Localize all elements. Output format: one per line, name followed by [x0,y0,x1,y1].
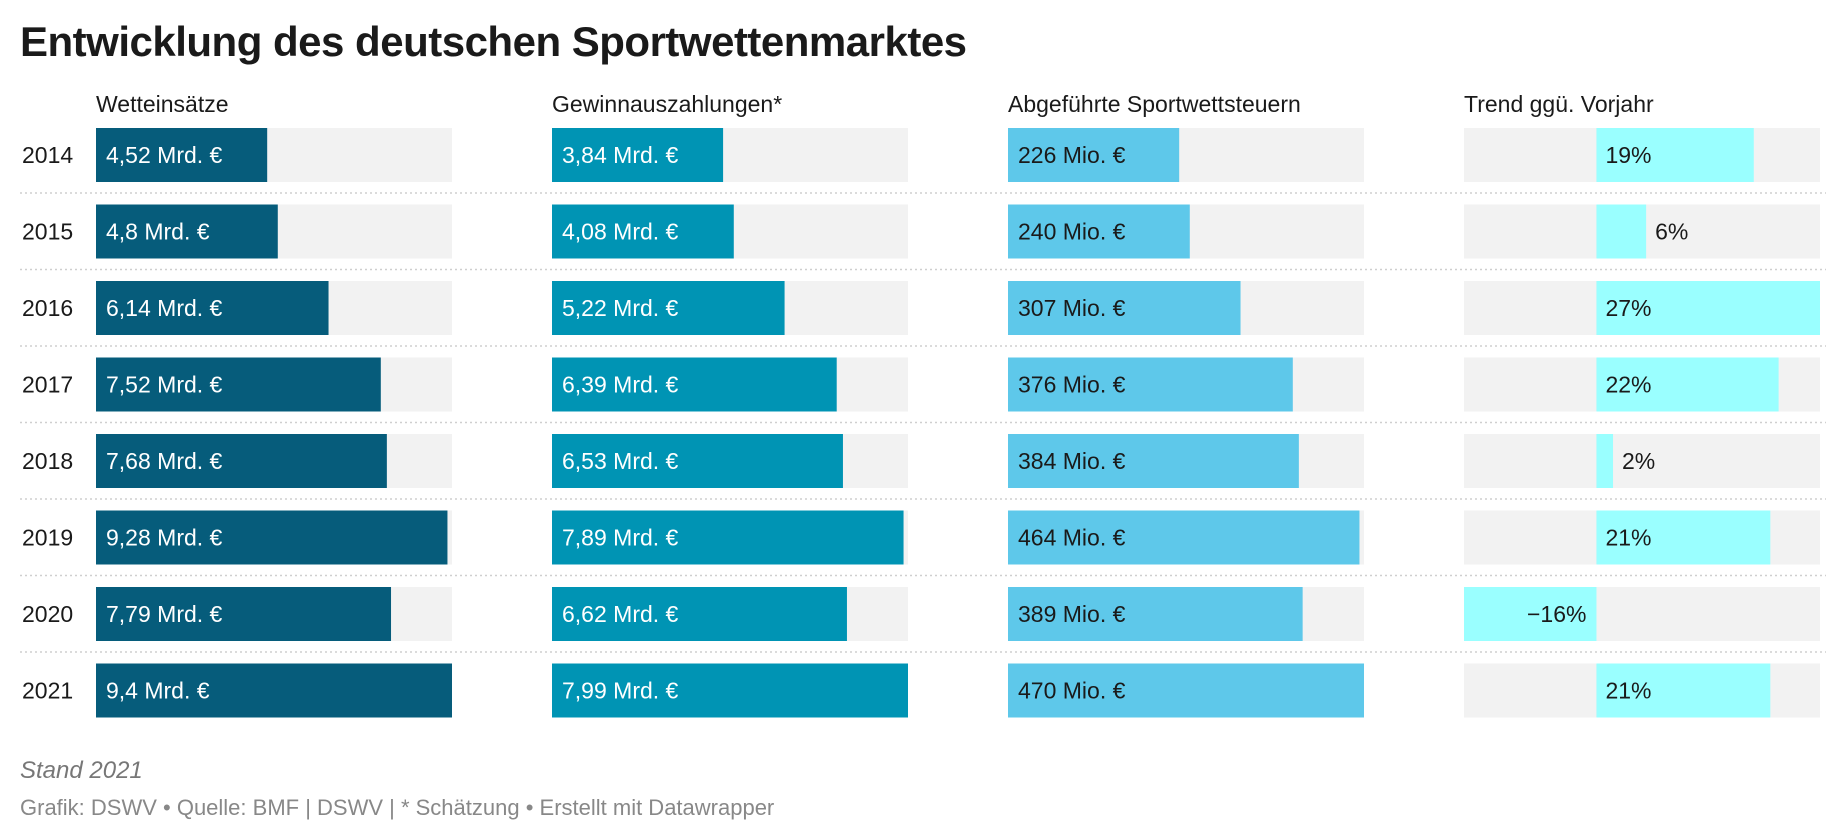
bar-trend [1596,434,1614,488]
year-label: 2020 [22,601,73,627]
bar-gewinnauszahlungen [552,357,837,412]
bar-gewinnauszahlungen [552,510,904,565]
year-label: 2021 [22,678,73,704]
bar-wetteinsaetze [96,587,392,641]
bar-value-label: 4,52 Mrd. € [106,142,223,168]
year-label: 2019 [22,525,73,551]
bar-value-label: 2% [1622,448,1655,474]
bar-steuern [1008,587,1303,641]
bar-value-label: 4,8 Mrd. € [106,219,210,245]
bar-value-label: 4,08 Mrd. € [562,219,679,245]
bar-wetteinsaetze [96,434,387,488]
bar-trend [1464,587,1597,641]
bar-trend [1596,128,1754,182]
bar-gewinnauszahlungen [552,587,847,641]
bar-value-label: 7,89 Mrd. € [562,525,679,551]
bar-steuern [1008,434,1299,488]
bar-steuern [1008,663,1364,718]
chart-title: Entwicklung des deutschen Sportwettenmar… [20,18,967,65]
bar-steuern [1008,204,1190,259]
bar-value-label: 9,28 Mrd. € [106,525,223,551]
column-header-steuern: Abgeführte Sportwettsteuern [1008,91,1301,117]
footer-source: Grafik: DSWV • Quelle: BMF | DSWV | * Sc… [20,795,775,820]
bar-value-label: 226 Mio. € [1018,142,1126,168]
bar-wetteinsaetze [96,128,268,182]
bar-trend [1596,281,1820,335]
bar-value-label: 6% [1655,219,1688,245]
bar-gewinnauszahlungen [552,204,734,259]
column-header-trend: Trend ggü. Vorjahr [1464,91,1654,117]
year-label: 2015 [22,219,73,245]
bar-steuern [1008,128,1180,182]
bar-trend [1596,204,1647,259]
year-label: 2014 [22,142,73,168]
year-label: 2016 [22,295,73,321]
bar-value-label: 7,99 Mrd. € [562,678,679,704]
bar-wetteinsaetze [96,510,448,565]
bar-value-label: 464 Mio. € [1018,525,1126,551]
bar-value-label: 27% [1605,295,1651,321]
bar-steuern [1008,281,1241,335]
bar-value-label: 6,14 Mrd. € [106,295,223,321]
bar-value-label: 19% [1605,142,1651,168]
bar-value-label: 240 Mio. € [1018,219,1126,245]
bar-value-label: 7,79 Mrd. € [106,601,223,627]
bar-value-label: 7,52 Mrd. € [106,372,223,398]
bar-wetteinsaetze [96,204,278,259]
bar-value-label: 3,84 Mrd. € [562,142,679,168]
bar-value-label: 5,22 Mrd. € [562,295,679,321]
bar-value-label: −16% [1527,601,1586,627]
bar-value-label: 22% [1605,372,1651,398]
bar-value-label: 470 Mio. € [1018,678,1126,704]
bar-gewinnauszahlungen [552,281,785,335]
bar-gewinnauszahlungen [552,128,724,182]
bar-trend [1596,510,1771,565]
footer-note: Stand 2021 [20,757,143,784]
bar-wetteinsaetze [96,357,381,412]
bar-wetteinsaetze [96,281,329,335]
bar-value-label: 376 Mio. € [1018,372,1126,398]
bar-value-label: 384 Mio. € [1018,448,1126,474]
bar-gewinnauszahlungen [552,663,908,718]
bar-value-label: 307 Mio. € [1018,295,1126,321]
bar-value-label: 9,4 Mrd. € [106,678,210,704]
bar-steuern [1008,510,1360,565]
bar-track [1464,434,1820,488]
bar-value-label: 21% [1605,525,1651,551]
bar-value-label: 6,39 Mrd. € [562,372,679,398]
column-header-wetteinsaetze: Wetteinsätze [96,91,229,117]
bar-gewinnauszahlungen [552,434,843,488]
bar-value-label: 6,62 Mrd. € [562,601,679,627]
bar-wetteinsaetze [96,663,452,718]
bar-steuern [1008,357,1293,412]
bar-trend [1596,663,1771,718]
year-label: 2017 [22,372,73,398]
bar-table-chart: Wetteinsätze Gewinnauszahlungen* Abgeführt… [20,91,1826,718]
column-header-gewinnauszahlungen: Gewinnauszahlungen* [552,91,782,117]
bar-value-label: 7,68 Mrd. € [106,448,223,474]
bar-value-label: 6,53 Mrd. € [562,448,679,474]
bar-value-label: 21% [1605,678,1651,704]
year-label: 2018 [22,448,73,474]
bar-trend [1596,357,1779,412]
bar-value-label: 389 Mio. € [1018,601,1126,627]
